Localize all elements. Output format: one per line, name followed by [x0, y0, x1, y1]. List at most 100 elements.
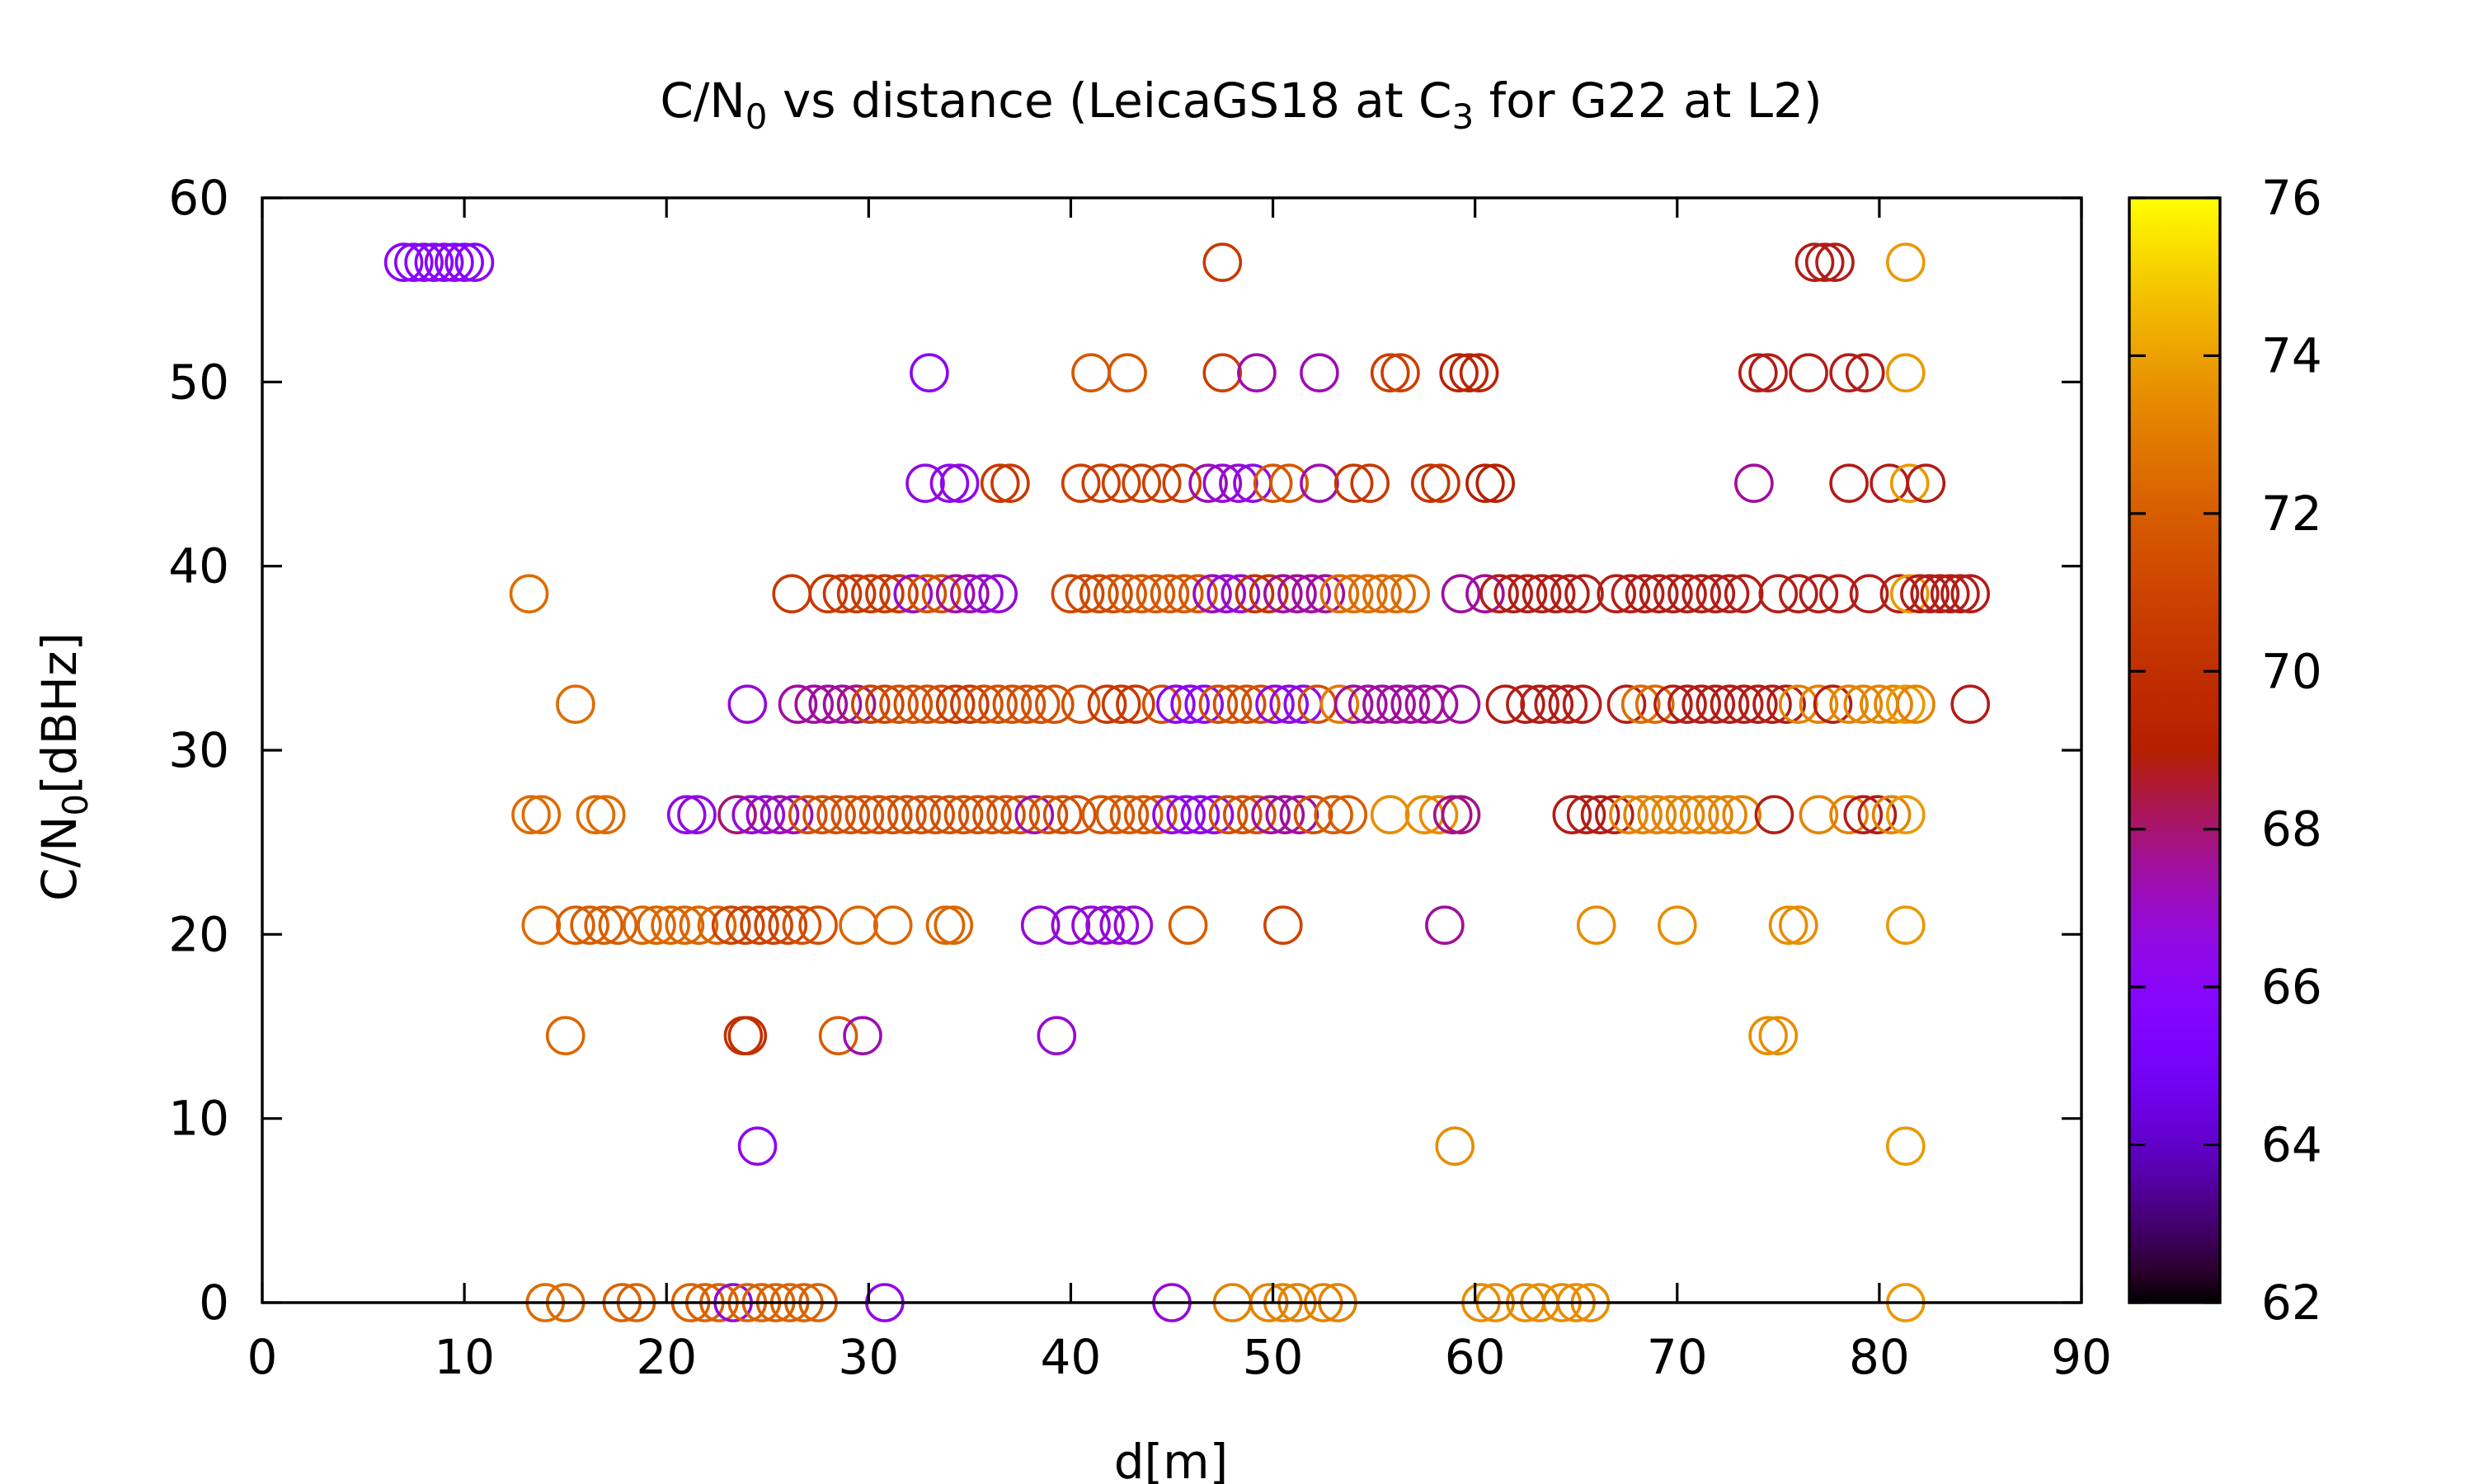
data-point: [1506, 684, 1545, 725]
data-point: [1758, 1016, 1799, 1055]
data-point: [1758, 574, 1799, 614]
data-point: [1020, 684, 1061, 725]
data-point: [1087, 684, 1127, 725]
data-point: [1212, 684, 1253, 725]
data-point: [1843, 795, 1884, 835]
data-point: [929, 463, 970, 504]
data-point: [1950, 574, 1990, 614]
data-point: [822, 574, 863, 614]
data-point: [1202, 463, 1243, 504]
data-point: [1380, 353, 1420, 393]
data-point: [679, 905, 719, 945]
data-point: [1651, 795, 1691, 835]
data-point: [836, 684, 877, 725]
y-tick-label: 10: [168, 1091, 229, 1147]
data-point: [1206, 574, 1246, 614]
data-point: [1138, 795, 1178, 835]
data-point: [905, 463, 945, 504]
data-point: [1109, 795, 1150, 835]
data-point: [454, 242, 495, 283]
data-point: [1879, 574, 1920, 614]
data-point: [830, 795, 871, 835]
data-point: [986, 795, 1026, 835]
data-point: [1291, 574, 1331, 614]
y-tick-label: 40: [168, 538, 229, 594]
data-point: [879, 684, 919, 725]
data-point: [1794, 242, 1835, 283]
data-point: [1779, 574, 1818, 614]
data-point: [435, 242, 474, 283]
data-point: [1348, 684, 1388, 725]
colorbar-ticks: 62 64 66 68 70 72 74 76: [2129, 170, 2322, 1331]
data-point: [444, 242, 484, 283]
colorbar: [2129, 198, 2220, 1303]
data-point: [925, 905, 966, 945]
data-point: [844, 795, 885, 835]
data-point: [1237, 795, 1277, 835]
data-point: [745, 795, 786, 835]
data-point: [677, 795, 717, 835]
data-point: [1376, 684, 1416, 725]
data-point: [1208, 795, 1249, 835]
data-point: [1734, 463, 1774, 504]
data-point: [929, 795, 970, 835]
data-point: [950, 684, 990, 725]
data-point: [1564, 574, 1604, 614]
data-point: [1550, 574, 1590, 614]
data-point: [1362, 684, 1402, 725]
x-tick-label: 50: [1243, 1329, 1304, 1385]
data-point: [980, 463, 1020, 504]
data-point: [1061, 463, 1101, 504]
data-point: [1293, 795, 1333, 835]
data-point: [1035, 684, 1075, 725]
data-point: [1789, 353, 1828, 393]
data-point: [1277, 574, 1317, 614]
data-point: [808, 684, 849, 725]
data-point: [1037, 1016, 1077, 1055]
data-point: [858, 795, 899, 835]
data-point: [651, 905, 690, 945]
data-point: [1333, 684, 1374, 725]
data-point: [1667, 684, 1707, 725]
data-point: [1235, 574, 1275, 614]
y-tick-label: 0: [199, 1275, 229, 1331]
data-point: [1255, 684, 1295, 725]
data-point: [1178, 574, 1218, 614]
data-point: [1265, 795, 1305, 835]
data-point: [1896, 684, 1935, 725]
data-point: [545, 1016, 586, 1055]
data-point: [1754, 795, 1794, 835]
data-point: [1597, 574, 1636, 614]
data-point: [901, 795, 941, 835]
data-point: [1665, 795, 1705, 835]
data-point: [1101, 463, 1141, 504]
data-point: [1249, 574, 1289, 614]
data-point: [1576, 905, 1616, 945]
data-point: [1141, 463, 1182, 504]
data-point: [1886, 684, 1926, 725]
data-point: [1696, 684, 1736, 725]
data-point: [1051, 905, 1091, 945]
data-point: [808, 574, 849, 614]
data-point: [1889, 574, 1930, 614]
data-point: [950, 574, 990, 614]
data-point: [1237, 353, 1277, 393]
x-tick-label: 70: [1647, 1329, 1708, 1385]
data-point: [1799, 795, 1839, 835]
data-point: [1370, 353, 1410, 393]
data-point: [1202, 353, 1243, 393]
data-point: [1475, 463, 1515, 504]
data-point: [383, 242, 424, 283]
data-point: [1020, 905, 1061, 945]
data-point: [1611, 574, 1651, 614]
data-point: [1219, 463, 1258, 504]
data-point: [1170, 684, 1210, 725]
data-point: [818, 1016, 858, 1055]
x-tick-label: 10: [434, 1329, 495, 1385]
data-point: [1376, 574, 1416, 614]
data-point: [816, 795, 856, 835]
data-point: [1061, 684, 1101, 725]
data-point: [1188, 463, 1228, 504]
y-tick-label: 50: [168, 354, 229, 410]
data-point: [1658, 905, 1697, 945]
